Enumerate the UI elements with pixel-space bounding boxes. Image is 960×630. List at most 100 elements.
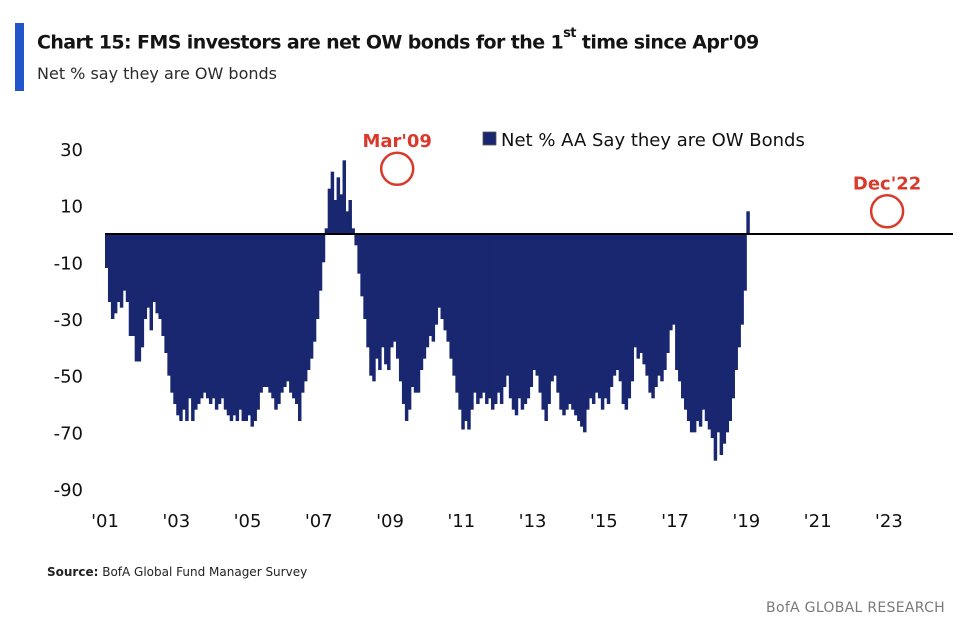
bar [351, 228, 355, 234]
bar [107, 234, 112, 302]
bar [342, 160, 347, 234]
chart-title-tail: time since Apr'09 [575, 31, 759, 54]
bar [517, 234, 522, 399]
x-tick-label: '23 [875, 511, 903, 532]
bar [339, 194, 344, 234]
bar [446, 234, 450, 342]
bar [401, 234, 406, 404]
bar [541, 234, 545, 410]
bar [387, 234, 391, 370]
bar [336, 177, 341, 234]
bar [538, 234, 542, 393]
bar [205, 234, 210, 399]
bar [250, 234, 254, 427]
bar [271, 234, 275, 399]
bar [737, 234, 741, 348]
bar [241, 234, 246, 421]
bar [238, 234, 243, 410]
bar [395, 234, 400, 359]
bar [588, 234, 593, 399]
bar-chart: 30 10 -10 -30 -50 -70 -90 '01 '03 '05 '07 '09 '11 '1… [54, 130, 953, 532]
bar [182, 234, 186, 410]
chart-title: Chart 15: FMS investors are net OW bonds… [37, 26, 759, 54]
bar [363, 234, 367, 319]
bar [286, 234, 290, 382]
source-text: BofA Global Fund Manager Survey [98, 565, 308, 579]
bar [476, 234, 480, 404]
bar [440, 234, 444, 319]
bar [669, 234, 673, 331]
bar [434, 234, 439, 325]
bar [615, 234, 620, 370]
bar [514, 234, 519, 416]
bar [716, 234, 721, 433]
bar [591, 234, 596, 404]
bar [179, 234, 183, 421]
bar [211, 234, 216, 399]
bar [167, 234, 171, 376]
bar [571, 234, 575, 410]
bar [390, 234, 394, 348]
bar [119, 234, 124, 308]
bar [594, 234, 599, 393]
bar [375, 234, 379, 359]
y-tick-label: -10 [54, 253, 83, 274]
y-tick-label: 10 [60, 197, 83, 218]
bar [458, 234, 462, 410]
annotation-circle [869, 194, 905, 229]
bar [452, 234, 456, 376]
x-tick-label: '13 [519, 511, 547, 532]
x-tick-label: '11 [447, 511, 475, 532]
bar [520, 234, 525, 410]
bar [277, 234, 281, 404]
bar [532, 234, 537, 370]
bar [428, 234, 433, 336]
bar [197, 234, 201, 404]
bar [511, 234, 516, 410]
bar [295, 234, 299, 404]
bar [565, 234, 569, 410]
bar [508, 234, 513, 399]
bar [636, 234, 640, 359]
bar [298, 234, 302, 421]
bar [612, 234, 617, 376]
bar [609, 234, 614, 387]
bar [666, 234, 670, 353]
bar [122, 234, 127, 291]
bar [357, 234, 361, 274]
bar [327, 188, 332, 234]
bar [345, 211, 349, 234]
bar [630, 234, 635, 382]
bar [603, 234, 608, 399]
bar [202, 234, 207, 393]
bar [725, 234, 730, 433]
bar [743, 234, 747, 291]
bar [526, 234, 531, 399]
bar [265, 234, 269, 387]
bar [597, 234, 602, 399]
bar [324, 228, 329, 234]
bar [137, 234, 142, 362]
bar [648, 234, 652, 393]
bar [740, 234, 744, 325]
bar [493, 234, 498, 404]
bar [381, 234, 385, 348]
bar [303, 234, 308, 382]
bar [128, 234, 133, 336]
bar [259, 234, 263, 393]
x-tick-label: '21 [804, 511, 832, 532]
bar [719, 234, 724, 455]
bar [583, 234, 587, 433]
bar [645, 234, 649, 376]
source-note: Source: BofA Global Fund Manager Survey [47, 565, 307, 579]
bar [274, 234, 278, 410]
bar [300, 234, 305, 393]
bar [306, 234, 311, 370]
bar [384, 234, 388, 365]
bar [642, 234, 646, 365]
y-axis-ticks: 30 10 -10 -30 -50 -70 -90 [54, 140, 83, 501]
bar [618, 234, 623, 382]
bar [577, 234, 581, 421]
bar [146, 234, 151, 308]
bar [568, 234, 572, 404]
